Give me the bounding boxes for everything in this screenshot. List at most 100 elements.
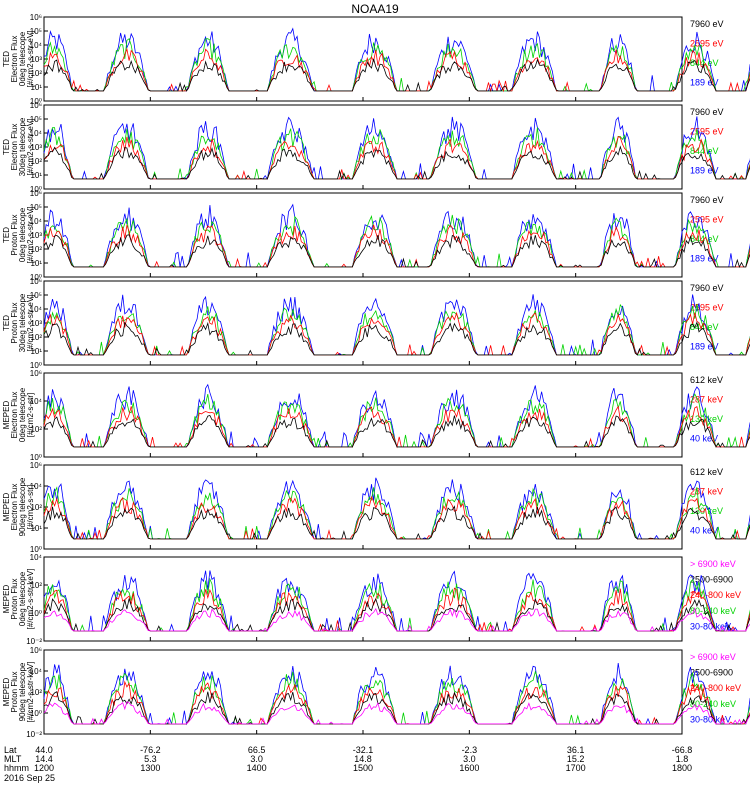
panel-5-frame (43, 464, 683, 550)
panel-0-ytick-label: 10⁵ (30, 27, 42, 36)
panel-2-ylabel: 0deg telescope (18, 207, 27, 262)
panel-2-ytick-label: 10³ (30, 231, 42, 240)
panel-4-legend-black: 612 keV (690, 375, 723, 385)
panel-4-series-red (43, 405, 750, 449)
panel-0-ylabel: TED (2, 51, 11, 67)
panel-7-legend-green: 80-240 keV (690, 699, 736, 709)
panel-6-legend-magenta: > 6900 keV (690, 559, 736, 569)
panel-7-ytick-label: 10² (30, 688, 42, 697)
panel-5-legend-green: 130 keV (690, 506, 723, 516)
panel-3-series-green (43, 303, 750, 357)
panel-3-ytick-label: 10⁵ (30, 291, 42, 300)
panel-5-ylabel: 90deg telescope (18, 477, 27, 536)
panel-4-ytick-label: 10⁶ (30, 369, 42, 378)
panel-3-ytick-label: 10² (30, 333, 42, 342)
panel-3-ytick-label: 10⁶ (30, 277, 42, 286)
panel-0-ylabel: Electron Flux (10, 36, 19, 83)
panel-3-ytick-label: 10⁴ (30, 305, 43, 314)
xaxis-tick-label: 44.0 (35, 745, 53, 755)
panel-2-ytick-label: 10⁶ (30, 189, 42, 198)
panel-0-ytick-label: 10⁰ (30, 97, 42, 106)
panel-7-legend-red: 240-800 keV (690, 683, 741, 693)
panel-1-legend-black: 7960 eV (690, 107, 724, 117)
panel-4-ylabel: Electron Flux (10, 392, 19, 439)
xaxis-tick-label: 15.2 (567, 754, 585, 764)
xaxis-tick-label: -66.8 (672, 745, 693, 755)
xaxis-row-label: MLT (4, 754, 22, 764)
panel-4-legend-blue: 40 keV (690, 434, 718, 444)
panel-1-ylabel: TED (2, 139, 11, 155)
panel-2-legend-blue: 189 eV (690, 254, 719, 264)
panel-3-ytick-label: 10¹ (30, 347, 42, 356)
panel-7-legend-black: 2500-6900 (690, 668, 733, 678)
panel-3-ytick-label: 10³ (30, 319, 42, 328)
panel-4-ytick-label: 10⁴ (30, 397, 43, 406)
xaxis-tick-label: 36.1 (567, 745, 585, 755)
panel-7-ytick-label: 10⁻² (26, 730, 42, 739)
panel-3-ylabel: 30deg telescope (18, 293, 27, 352)
panel-6-ytick-label: 10⁴ (30, 553, 43, 562)
xaxis-tick-label: 5.3 (144, 754, 157, 764)
panel-4-ytick-label: 10² (30, 425, 42, 434)
panel-1-ytick-label: 10⁰ (30, 185, 42, 194)
panel-6-legend-blue: 30-80 keV (690, 621, 731, 631)
panel-7-ytick-label: 10⁰ (30, 709, 42, 718)
panel-6-ylabel: Proton Flux (10, 579, 19, 620)
panel-5-legend-red: 287 keV (690, 487, 723, 497)
panel-0-legend-red: 2595 eV (690, 39, 724, 49)
panel-6-legend-red: 240-800 keV (690, 590, 741, 600)
panel-1-ylabel: [#/cm2-s-str-eV] (26, 119, 35, 176)
panel-7-series-blue (43, 663, 750, 726)
panel-1-ytick-label: 10¹ (30, 171, 42, 180)
panel-0-series-red (43, 47, 750, 93)
panel-0-legend-black: 7960 eV (690, 19, 724, 29)
panel-0-ytick-label: 10⁶ (30, 13, 42, 22)
panel-6-ytick-label: 10⁻² (26, 637, 42, 646)
xaxis-tick-label: 3.0 (250, 754, 263, 764)
xaxis-tick-label: 1300 (140, 763, 160, 773)
panel-6-legend-black: 2500-6900 (690, 575, 733, 585)
panel-2-series-red (43, 223, 750, 268)
panel-3-legend-black: 7960 eV (690, 283, 724, 293)
panel-7-legend-blue: 30-80 keV (690, 714, 731, 724)
panel-7-legend-magenta: > 6900 keV (690, 652, 736, 662)
panel-2-legend-black: 7960 eV (690, 195, 724, 205)
panel-5-ylabel: [#/cm2-s-str] (26, 485, 35, 529)
panel-0-series-blue (43, 27, 750, 92)
panel-3-series-blue (43, 294, 750, 356)
panel-3-legend-green: 844 eV (690, 322, 719, 332)
xaxis-tick-label: -32.1 (353, 745, 374, 755)
panel-7-ylabel: Proton Flux (10, 672, 19, 713)
panel-6-series-black (43, 597, 750, 633)
date-label: 2016 Sep 25 (4, 773, 55, 783)
panel-1-legend-red: 2595 eV (690, 127, 724, 137)
panel-2-series-blue (43, 203, 750, 268)
xaxis-tick-label: 1.8 (676, 754, 689, 764)
panel-5-ytick-label: 10⁰ (30, 545, 42, 554)
panel-3-frame (43, 280, 683, 366)
panel-4-frame (43, 372, 683, 458)
xaxis-row-label: Lat (4, 745, 17, 755)
panel-0-ytick-label: 10¹ (30, 83, 42, 92)
panel-0-ytick-label: 10² (30, 69, 42, 78)
panel-6-legend-green: 80-240 keV (690, 606, 736, 616)
panel-3-series-red (43, 311, 750, 356)
xaxis-tick-label: 1500 (353, 763, 373, 773)
panel-0-frame (43, 16, 683, 102)
panel-2-ytick-label: 10⁰ (30, 273, 42, 282)
panel-6-series-red (43, 587, 750, 633)
panel-1-series-blue (43, 116, 750, 180)
panel-2-ytick-label: 10⁴ (30, 217, 43, 226)
panel-0-series-black (43, 58, 750, 93)
panel-5-legend-black: 612 keV (690, 467, 723, 477)
panel-4-series-black (43, 415, 750, 448)
xaxis-tick-label: 1200 (34, 763, 54, 773)
panel-2-series-black (43, 234, 750, 268)
xaxis-tick-label: 1700 (566, 763, 586, 773)
panel-6-ylabel: [#/cm2-s-str-keV] (26, 569, 35, 630)
panel-7-ylabel: 90deg telescope (18, 662, 27, 721)
panel-4-ylabel: [#/cm2-s-str] (26, 393, 35, 437)
xaxis-tick-label: -76.2 (140, 745, 161, 755)
